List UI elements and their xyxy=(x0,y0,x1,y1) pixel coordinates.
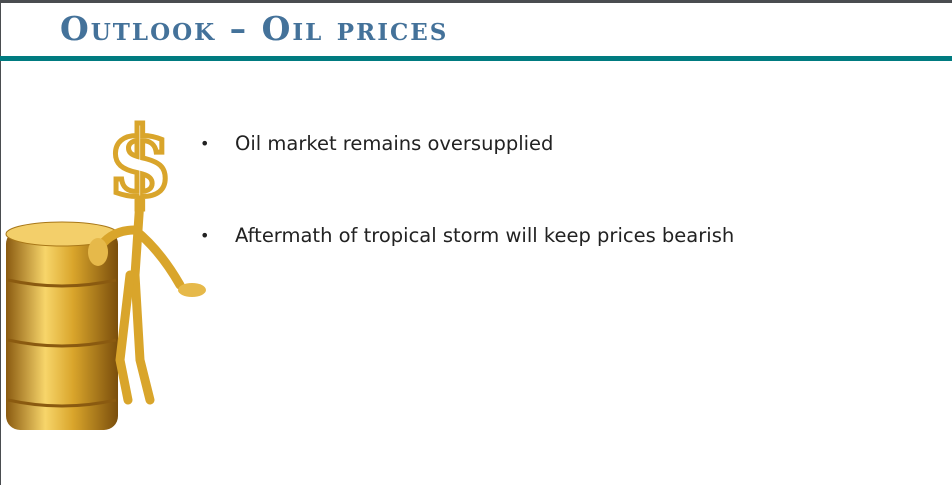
window-left-border xyxy=(0,0,1,485)
title-divider xyxy=(0,56,952,61)
bullet-text: Oil market remains oversupplied xyxy=(235,132,554,155)
bullet-icon: • xyxy=(200,226,210,245)
slide-title: Outlook – Oil prices xyxy=(60,9,449,48)
window-top-border xyxy=(0,0,952,3)
bullet-text: Aftermath of tropical storm will keep pr… xyxy=(235,224,735,247)
bullet-list: • Oil market remains oversupplied • Afterm… xyxy=(200,128,734,312)
bullet-item: • Aftermath of tropical storm will keep p… xyxy=(200,220,734,312)
bullet-icon: • xyxy=(200,134,210,153)
bullet-item: • Oil market remains oversupplied xyxy=(200,128,734,220)
oil-barrel-dollar-figure-illustration: $ xyxy=(5,105,206,430)
